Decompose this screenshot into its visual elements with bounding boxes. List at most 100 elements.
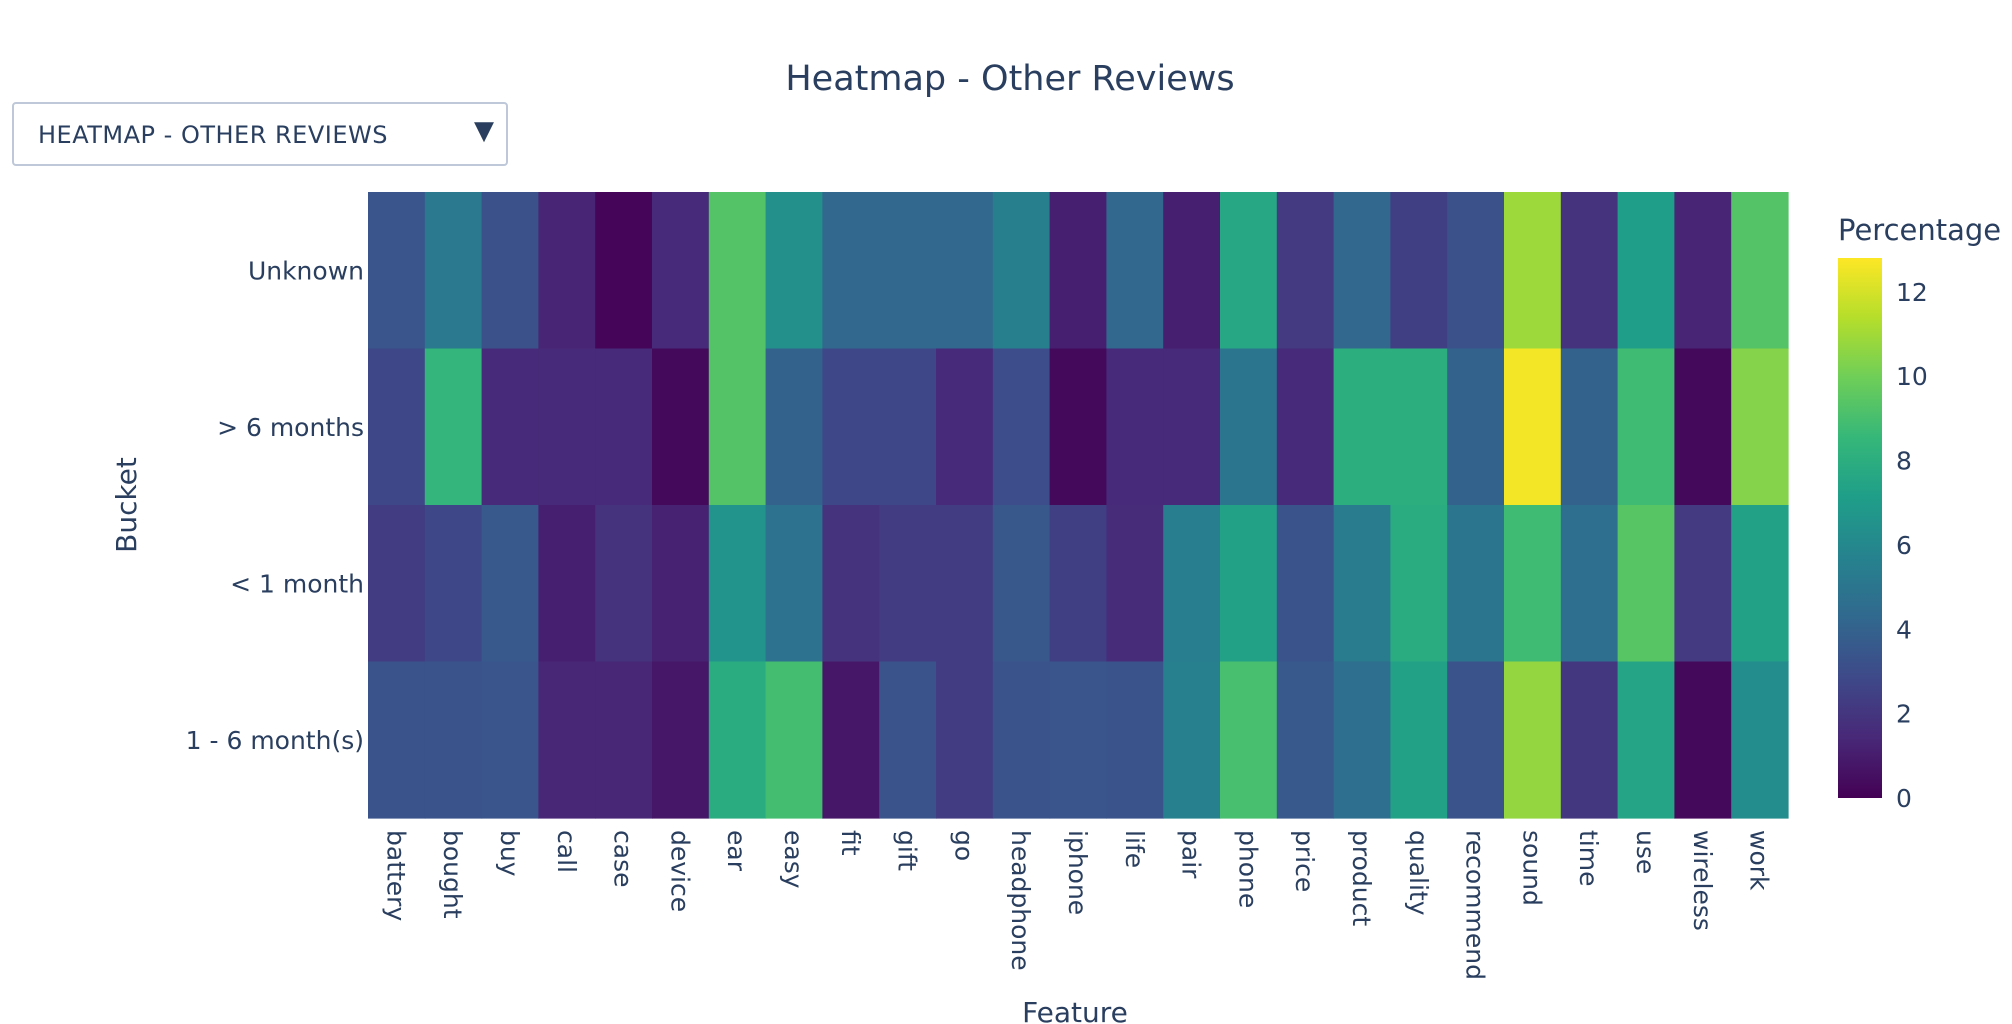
heatmap-cells	[368, 192, 1789, 819]
heatmap-cell	[595, 505, 653, 663]
heatmap-cell	[1049, 505, 1107, 663]
colorbar-tick-label: 6	[1896, 531, 1912, 560]
heatmap-cell	[992, 348, 1051, 506]
heatmap-cell	[1731, 192, 1789, 350]
heatmap-cell	[1276, 505, 1335, 663]
heatmap-cell	[1560, 661, 1619, 819]
triangle-down-icon: ▼	[474, 116, 494, 146]
heatmap-cell	[936, 192, 994, 350]
heatmap-cell	[1504, 661, 1562, 819]
heatmap-cell	[936, 661, 994, 819]
heatmap-cell	[1731, 505, 1789, 663]
heatmap-cell	[765, 505, 823, 663]
heatmap-cell	[652, 192, 710, 350]
heatmap-cell	[368, 348, 426, 506]
heatmap-cell	[481, 348, 539, 506]
heatmap-cell	[1447, 348, 1505, 506]
heatmap-cell	[1560, 348, 1619, 506]
heatmap-cell	[1504, 348, 1562, 506]
x-tick-label: pair	[1177, 830, 1206, 879]
heatmap-cell	[1049, 661, 1107, 819]
dropdown-selected-label: HEATMAP - OTHER REVIEWS	[38, 121, 388, 149]
heatmap-cell	[1049, 348, 1107, 506]
heatmap-cell	[1163, 661, 1221, 819]
x-tick-label: phone	[1233, 830, 1262, 908]
heatmap-cell	[1617, 505, 1675, 663]
x-tick-label: quality	[1404, 830, 1433, 916]
colorbar-tick-label: 10	[1896, 362, 1928, 391]
heatmap-cell	[765, 348, 823, 506]
heatmap-cell	[1220, 348, 1278, 506]
heatmap-cell	[1504, 192, 1562, 350]
heatmap-cell	[1390, 348, 1448, 506]
x-tick-label: use	[1631, 830, 1660, 874]
heatmap-cell	[879, 661, 937, 819]
colorbar-tick-label: 0	[1896, 784, 1912, 813]
colorbar-tick-label: 2	[1896, 700, 1912, 729]
heatmap-cell	[1276, 661, 1335, 819]
heatmap-cell	[822, 192, 880, 350]
heatmap-cell	[1674, 192, 1732, 350]
heatmap-cell	[1220, 505, 1278, 663]
heatmap-cell	[708, 348, 767, 506]
x-tick-label: ear	[722, 830, 751, 872]
heatmap-cell	[1560, 192, 1619, 350]
colorbar-tick-label: 4	[1896, 615, 1912, 644]
heatmap-cell	[765, 192, 823, 350]
heatmap-cell	[538, 661, 596, 819]
x-tick-labels: battery bought buy call case device ear easy fit…	[381, 830, 1773, 980]
heatmap-cell	[1276, 348, 1335, 506]
heatmap-cell	[652, 661, 710, 819]
heatmap-cell	[481, 661, 539, 819]
heatmap-cell	[1390, 661, 1448, 819]
heatmap-cell	[368, 505, 426, 663]
heatmap-cell	[1106, 348, 1164, 506]
heatmap-cell	[1447, 661, 1505, 819]
heatmap-cell	[992, 192, 1051, 350]
heatmap-cell	[1674, 661, 1732, 819]
colorbar-title: Percentage	[1838, 213, 2001, 247]
heatmap-cell	[595, 192, 653, 350]
heatmap-cell	[879, 192, 937, 350]
heatmap-cell	[1106, 192, 1164, 350]
heatmap-cell	[538, 348, 596, 506]
heatmap-cell	[936, 348, 994, 506]
colorbar-tick-labels: 0 2 4 6 8 10 12	[1896, 278, 1928, 813]
heatmap-cell	[481, 192, 539, 350]
heatmap-cell	[1617, 192, 1675, 350]
x-tick-label: call	[552, 830, 581, 873]
heatmap-cell	[1163, 348, 1221, 506]
heatmap-cell	[595, 661, 653, 819]
heatmap-cell	[936, 505, 994, 663]
heatmap-cell	[1333, 505, 1391, 663]
y-axis-label: Bucket	[110, 457, 143, 553]
x-tick-label: case	[609, 830, 638, 887]
heatmap-cell	[992, 505, 1051, 663]
heatmap-cell	[992, 661, 1051, 819]
x-tick-label: headphone	[1006, 830, 1035, 971]
heatmap-cell	[1674, 348, 1732, 506]
colorbar	[1838, 258, 1882, 798]
heatmap-cell	[424, 348, 483, 506]
heatmap-cell	[879, 348, 937, 506]
x-tick-label: go	[949, 830, 978, 861]
heatmap-cell	[1447, 505, 1505, 663]
heatmap-cell	[1220, 192, 1278, 350]
x-tick-label: wireless	[1688, 830, 1717, 931]
heatmap-cell	[424, 505, 483, 663]
heatmap-cell	[708, 661, 767, 819]
x-tick-label: battery	[381, 830, 410, 921]
heatmap-cell	[1390, 192, 1448, 350]
heatmap-cell	[822, 348, 880, 506]
heatmap-cell	[1106, 661, 1164, 819]
x-tick-label: price	[1290, 830, 1319, 892]
heatmap-cell	[708, 505, 767, 663]
heatmap-cell	[1106, 505, 1164, 663]
x-tick-label: time	[1574, 830, 1603, 886]
chart-selector-dropdown[interactable]: HEATMAP - OTHER REVIEWS ▼	[12, 102, 508, 166]
heatmap-cell	[1617, 661, 1675, 819]
heatmap-cell	[1276, 192, 1335, 350]
heatmap-cell	[1333, 661, 1391, 819]
heatmap-cell	[1390, 505, 1448, 663]
heatmap-cell	[1674, 505, 1732, 663]
